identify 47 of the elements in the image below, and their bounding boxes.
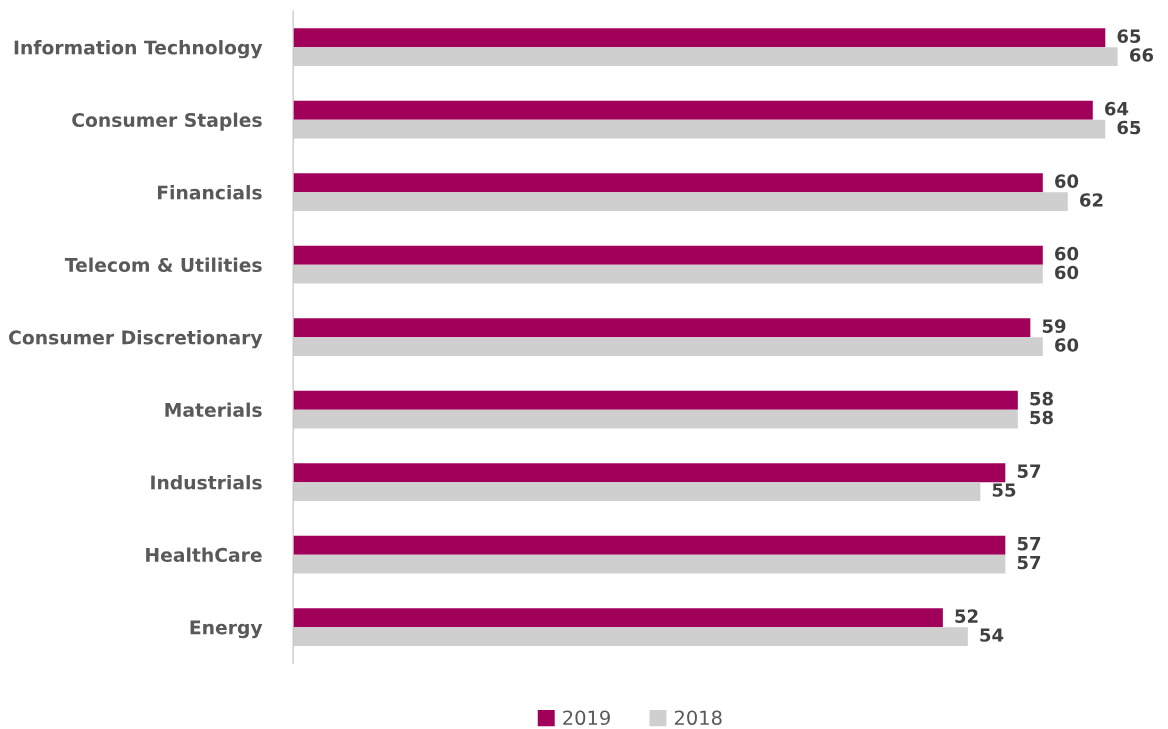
data-label: 58: [1030, 410, 1053, 425]
data-label: 64: [1105, 101, 1129, 116]
bar: [293, 28, 1106, 48]
data-label: 57: [1017, 537, 1041, 551]
bar: [293, 173, 1043, 193]
bar: [293, 409, 1018, 429]
data-label: 57: [1017, 464, 1041, 478]
bar: [293, 554, 1006, 574]
bar: [293, 390, 1018, 410]
y-tick-label: Industrials: [151, 475, 262, 490]
data-label: 52: [955, 609, 978, 623]
bar: [293, 482, 981, 501]
data-label: 66: [1130, 48, 1154, 62]
data-label: 62: [1080, 193, 1103, 207]
bar: [293, 245, 1043, 265]
y-tick-label: Consumer Discretionary: [9, 330, 263, 349]
bar: [293, 318, 1031, 338]
data-label: 60: [1055, 174, 1079, 188]
bar: [293, 264, 1043, 284]
y-tick-label: Financials: [157, 185, 262, 200]
y-tick-label: HealthCare: [146, 547, 262, 563]
bar: [293, 119, 1106, 139]
y-tick-label: Materials: [165, 402, 262, 418]
bar: [293, 627, 968, 646]
data-label: 54: [980, 628, 1004, 642]
data-label: 65: [1117, 29, 1141, 43]
data-label: 60: [1055, 338, 1079, 352]
bar: [293, 337, 1043, 357]
data-label: 57: [1017, 555, 1041, 570]
y-tick-label: Consumer Staples: [72, 112, 262, 131]
data-label: 59: [1042, 319, 1066, 333]
data-label: 55: [992, 483, 1016, 497]
data-label: 65: [1117, 120, 1141, 135]
bar: [293, 535, 1006, 555]
legend-label: 2019: [563, 710, 610, 726]
y-tick-label: Telecom & Utilities: [64, 257, 262, 273]
bar: [293, 463, 1006, 483]
bar: [293, 192, 1068, 212]
data-label: 58: [1030, 391, 1053, 406]
legend-label: 2018: [674, 710, 722, 726]
bar: [293, 608, 943, 628]
y-tick-label: Energy: [190, 620, 263, 639]
bar: [293, 100, 1093, 120]
y-tick-label: Information Technology: [14, 40, 263, 59]
data-label: 60: [1055, 265, 1079, 280]
data-label: 60: [1055, 246, 1079, 261]
bar: [293, 47, 1118, 67]
